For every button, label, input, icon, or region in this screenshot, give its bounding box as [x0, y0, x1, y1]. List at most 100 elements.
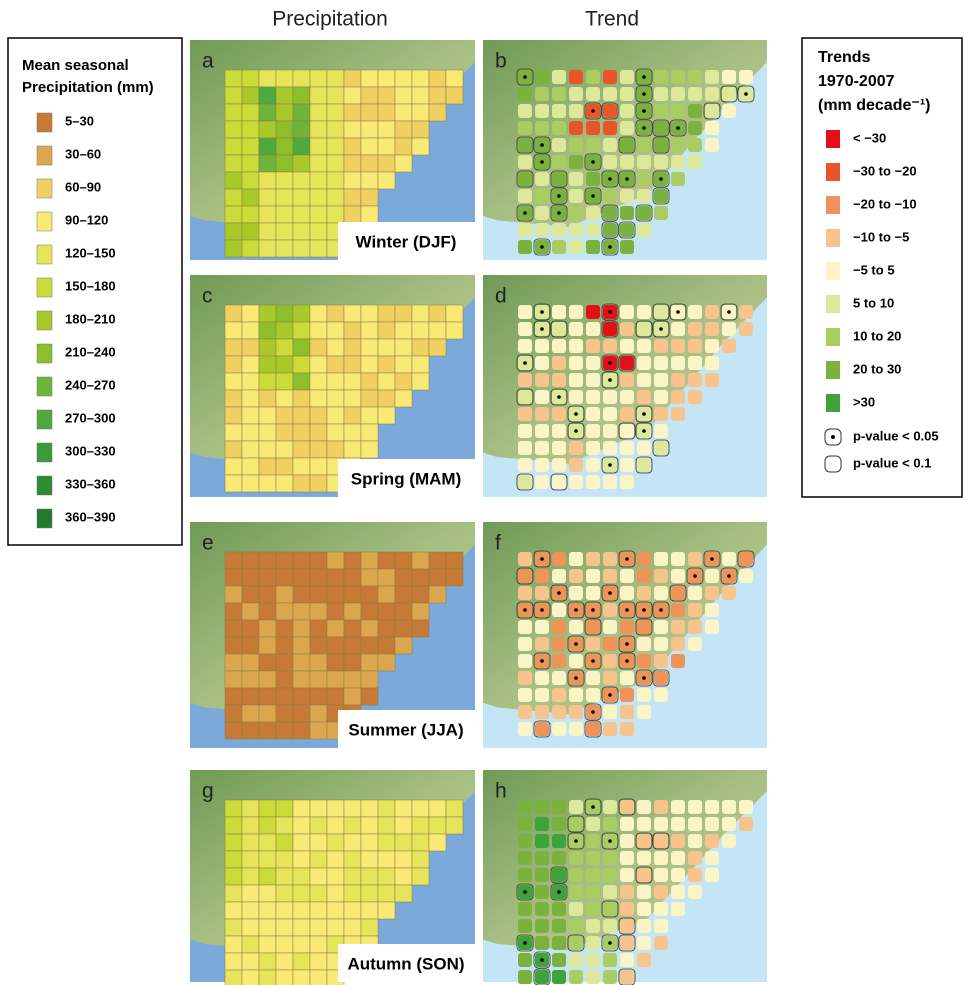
legend-swatch [826, 394, 840, 412]
grid-cell [293, 654, 310, 671]
grid-cell [705, 800, 719, 814]
grid-cell [429, 339, 446, 356]
grid-cell [535, 441, 549, 455]
grid-cell [518, 654, 532, 668]
grid-cell [361, 654, 378, 671]
grid-cell [586, 305, 600, 319]
grid-cell [569, 240, 583, 254]
grid-cell [344, 390, 361, 407]
grid-cell [378, 356, 395, 373]
grid-cell [327, 104, 344, 121]
grid-cell [293, 172, 310, 189]
grid-cell [518, 373, 532, 387]
grid-cell [276, 223, 293, 240]
grid-cell [620, 722, 634, 736]
grid-cell [361, 172, 378, 189]
grid-cell [535, 620, 549, 634]
significance-dot [727, 310, 731, 314]
grid-cell [344, 902, 361, 919]
grid-cell [518, 189, 532, 203]
grid-cell [327, 552, 344, 569]
grid-cell [637, 620, 651, 634]
grid-cell [310, 475, 327, 492]
grid-cell [276, 586, 293, 603]
grid-cell [620, 569, 634, 583]
grid-cell [603, 223, 617, 237]
grid-cell [603, 603, 617, 617]
grid-cell [276, 138, 293, 155]
grid-cell [552, 172, 566, 186]
legend-title: 1970-2007 [818, 73, 895, 90]
grid-cell [242, 441, 259, 458]
legend-label: 60–90 [65, 179, 101, 194]
grid-cell [361, 586, 378, 603]
grid-cell [654, 868, 668, 882]
grid-cell [535, 390, 549, 404]
grid-cell [378, 603, 395, 620]
grid-cell [293, 70, 310, 87]
grid-cell [293, 356, 310, 373]
grid-cell [535, 722, 549, 736]
grid-cell [327, 172, 344, 189]
grid-cell [603, 339, 617, 353]
grid-cell [671, 322, 685, 336]
grid-cell [225, 817, 242, 834]
significance-dot [744, 92, 748, 96]
grid-cell [620, 953, 634, 967]
grid-cell [671, 407, 685, 421]
grid-cell [637, 953, 651, 967]
grid-cell [310, 586, 327, 603]
grid-cell [552, 373, 566, 387]
grid-cell [688, 356, 702, 370]
grid-cell [361, 919, 378, 936]
grid-cell [569, 356, 583, 370]
grid-cell [276, 104, 293, 121]
grid-cell [637, 155, 651, 169]
grid-cell [586, 688, 600, 702]
grid-cell [276, 373, 293, 390]
legend-label: −30 to −20 [853, 163, 917, 178]
grid-cell [705, 121, 719, 135]
grid-cell [225, 800, 242, 817]
grid-cell [569, 70, 583, 84]
grid-cell [259, 475, 276, 492]
grid-cell [242, 356, 259, 373]
grid-cell [586, 424, 600, 438]
significance-dot [540, 310, 544, 314]
grid-cell [378, 172, 395, 189]
grid-cell [276, 206, 293, 223]
grid-cell [688, 104, 702, 118]
grid-cell [259, 407, 276, 424]
grid-cell [225, 240, 242, 257]
grid-cell [637, 373, 651, 387]
grid-cell [276, 390, 293, 407]
grid-cell [671, 138, 685, 152]
grid-cell [654, 688, 668, 702]
grid-cell [412, 552, 429, 569]
grid-cell [344, 851, 361, 868]
grid-cell [569, 919, 583, 933]
grid-cell [620, 70, 634, 84]
grid-cell [518, 390, 532, 404]
grid-cell [518, 637, 532, 651]
grid-cell [259, 552, 276, 569]
grid-cell [429, 817, 446, 834]
grid-cell [518, 800, 532, 814]
significance-dot [574, 676, 578, 680]
grid-cell [327, 569, 344, 586]
grid-cell [552, 722, 566, 736]
grid-cell [310, 339, 327, 356]
grid-cell [242, 654, 259, 671]
grid-cell [705, 339, 719, 353]
grid-cell [552, 800, 566, 814]
grid-cell [620, 902, 634, 916]
grid-cell [395, 603, 412, 620]
grid-cell [276, 817, 293, 834]
grid-cell [705, 868, 719, 882]
grid-cell [569, 552, 583, 566]
grid-cell [603, 424, 617, 438]
significance-dot [642, 412, 646, 416]
grid-cell [225, 475, 242, 492]
grid-cell [242, 70, 259, 87]
significance-dot [727, 574, 731, 578]
